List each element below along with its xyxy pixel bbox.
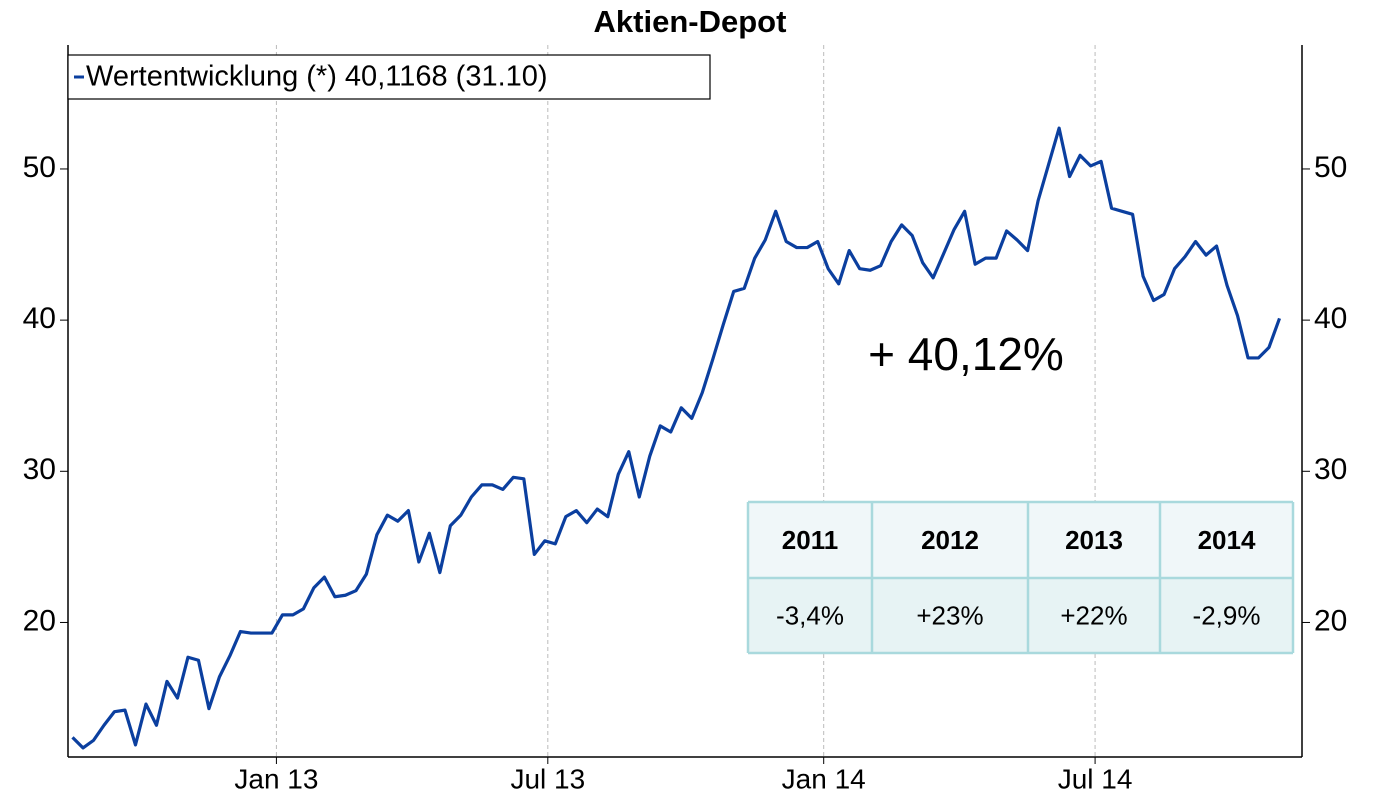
table-header-bg — [748, 502, 1293, 578]
y-tick-label: 40 — [23, 302, 56, 335]
annotation-bg — [840, 318, 1090, 394]
x-tick-label: Jan 14 — [782, 763, 866, 794]
y-tick-label: 20 — [23, 604, 56, 637]
table-cell: -3,4% — [776, 600, 844, 630]
legend-label: Wertentwicklung (*) 40,1168 (31.10) — [86, 61, 548, 93]
x-tick-label: Jul 14 — [1058, 763, 1133, 794]
line — [71, 126, 1282, 750]
table-header: 2014 — [1198, 525, 1256, 555]
table-body-bg — [748, 578, 1293, 653]
table-header: 2013 — [1065, 525, 1123, 555]
y2-tick-label: 30 — [1314, 453, 1347, 486]
y-tick-label: 30 — [23, 453, 56, 486]
table-cell: +22% — [1060, 600, 1127, 630]
table-header: 2012 — [921, 525, 979, 555]
table-cell: +23% — [916, 600, 983, 630]
legend-box — [67, 54, 711, 100]
annotation: + 40,12% — [868, 328, 1064, 380]
y2-tick-label: 50 — [1314, 151, 1347, 184]
table-cell: -2,9% — [1193, 600, 1261, 630]
y-tick-label: 50 — [23, 151, 56, 184]
x-tick-label: Jul 13 — [510, 763, 585, 794]
x-tick-label: Jan 13 — [234, 763, 318, 794]
chart-title: Aktien-Depot — [594, 4, 787, 39]
y2-tick-label: 20 — [1314, 604, 1347, 637]
y2-tick-label: 40 — [1314, 302, 1347, 335]
table-header: 2011 — [782, 525, 838, 555]
